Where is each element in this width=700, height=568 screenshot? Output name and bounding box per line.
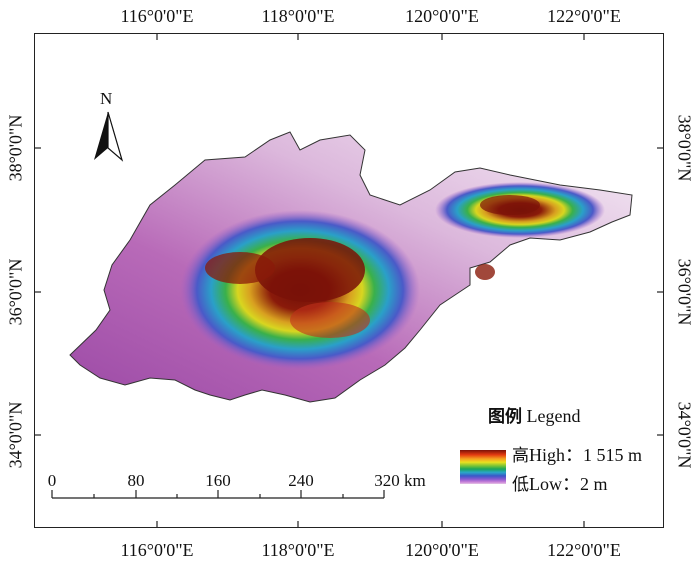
legend-title: 图例 Legend [488, 402, 580, 427]
legend-title-en: Legend [526, 406, 581, 426]
bottom-lon-label-118: 118°0'0"E [261, 540, 335, 560]
bottom-lon-label-122: 122°0'0"E [547, 540, 621, 560]
top-lon-label-122: 122°0'0"E [547, 6, 621, 26]
scale-tick-160: 160 [205, 471, 231, 490]
legend-color-ramp [460, 450, 506, 484]
legend-low: 低Low：2 m [512, 470, 608, 496]
legend-low-label: Low：2 m [529, 474, 608, 494]
scale-tick-320: 320 km [374, 471, 426, 490]
central-peak [255, 238, 365, 302]
legend-high-label: High：1 515 m [529, 445, 643, 465]
bottom-lon-label-116: 116°0'0"E [120, 540, 194, 560]
scale-tick-80: 80 [127, 471, 145, 490]
legend-low-cn: 低 [512, 475, 529, 495]
frame-ticks [34, 33, 664, 528]
laoshan-peak [475, 264, 495, 280]
bottom-lon-label-120: 120°0'0"E [405, 540, 479, 560]
top-lon-label-118: 118°0'0"E [261, 6, 335, 26]
north-arrow-icon [94, 111, 124, 162]
scale-tick-240: 240 [288, 471, 314, 490]
scale-tick-0: 0 [47, 471, 57, 490]
scale-bar [51, 490, 385, 499]
east-peak [480, 195, 540, 215]
top-lon-label-116: 116°0'0"E [120, 6, 194, 26]
southern-peak [290, 302, 370, 338]
western-peak [205, 252, 275, 284]
legend-high-cn: 高 [512, 446, 529, 466]
legend-title-cn: 图例 [488, 407, 522, 427]
north-arrow-label: N [100, 89, 113, 108]
top-lon-label-120: 120°0'0"E [405, 6, 479, 26]
legend-high: 高High：1 515 m [512, 441, 642, 467]
